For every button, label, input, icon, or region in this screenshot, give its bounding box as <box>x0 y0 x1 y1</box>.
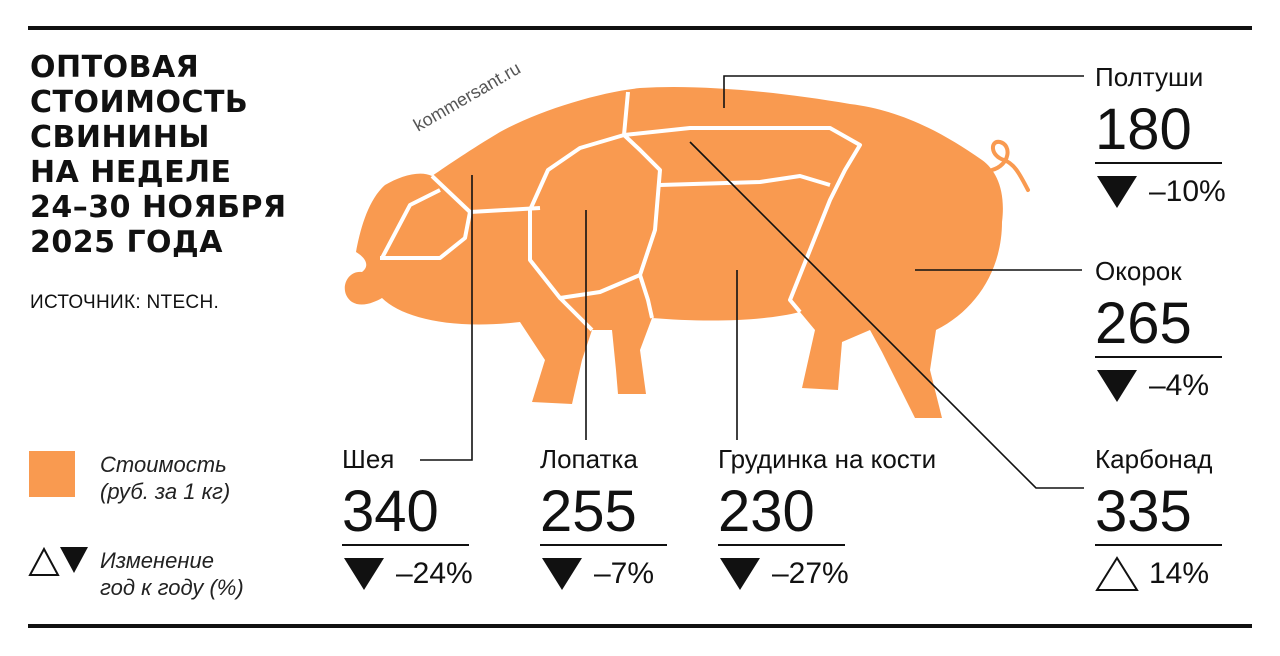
cut-change-value: –10% <box>1149 175 1226 208</box>
source-note: ИСТОЧНИК: NTECH. <box>30 292 220 313</box>
cut-lopatka: Лопатка 255 –7% <box>540 444 667 594</box>
leader-poltushi <box>723 75 1084 108</box>
page-title: ОПТОВАЯ СТОИМОСТЬ СВИНИНЫ НА НЕДЕЛЕ 24–3… <box>30 50 287 260</box>
cut-sheya: Шея 340 –24% <box>342 444 473 594</box>
cut-change-value: 14% <box>1149 557 1210 590</box>
title-line: 2025 ГОДА <box>30 225 223 260</box>
top-rule <box>28 26 1252 30</box>
cut-name: Грудинка на кости <box>718 444 937 474</box>
legend-line: Изменение <box>100 548 214 573</box>
pig-silhouette <box>344 86 1030 419</box>
cut-change: –27% <box>718 554 936 594</box>
triangle-down-icon <box>344 558 384 590</box>
cut-change-value: –7% <box>594 557 655 590</box>
title-line: СВИНИНЫ <box>30 120 210 155</box>
cut-price: 255 <box>540 482 667 546</box>
cut-change: 14% <box>1095 554 1222 594</box>
triangle-down-icon <box>1097 176 1137 208</box>
cut-price: 180 <box>1095 100 1222 164</box>
change-legend-label: Изменение год к году (%) <box>100 547 244 601</box>
cut-name: Окорок <box>1095 256 1182 286</box>
title-line: НА НЕДЕЛЕ <box>30 155 232 190</box>
cut-karbonad: Карбонад 335 14% <box>1095 444 1222 594</box>
cut-name: Карбонад <box>1095 444 1213 474</box>
cut-change-value: –4% <box>1149 369 1210 402</box>
leader-karbonad <box>689 141 1084 489</box>
title-line: 24–30 НОЯБРЯ <box>30 190 287 225</box>
title-line: ОПТОВАЯ <box>30 50 200 85</box>
cut-name: Полтуши <box>1095 62 1204 92</box>
cut-poltushi: Полтуши 180 –10% <box>1095 62 1226 212</box>
cut-change: –4% <box>1095 366 1222 406</box>
leader-sheya <box>420 175 473 461</box>
cut-name: Шея <box>342 444 395 474</box>
triangle-up-icon <box>1095 556 1139 591</box>
cut-change: –7% <box>540 554 667 594</box>
legend-line: Стоимость <box>100 452 227 477</box>
legend-line: год к году (%) <box>100 575 244 600</box>
triangle-down-icon <box>1097 370 1137 402</box>
cut-price: 230 <box>718 482 845 546</box>
cut-price: 265 <box>1095 294 1222 358</box>
cut-change-value: –24% <box>396 557 473 590</box>
cut-price: 335 <box>1095 482 1222 546</box>
cut-name: Лопатка <box>540 444 638 474</box>
triangle-down-icon <box>542 558 582 590</box>
cut-change: –24% <box>342 554 473 594</box>
price-legend-swatch <box>29 451 75 497</box>
leader-lines <box>420 75 1084 489</box>
title-line: СТОИМОСТЬ <box>30 85 249 120</box>
legend-line: (руб. за 1 кг) <box>100 479 231 504</box>
cut-change-value: –27% <box>772 557 849 590</box>
cut-price: 340 <box>342 482 469 546</box>
change-legend-triangles-icon <box>28 546 88 576</box>
cut-okorok: Окорок 265 –4% <box>1095 256 1222 406</box>
cut-grudinka: Грудинка на кости 230 –27% <box>718 444 936 594</box>
price-legend-label: Стоимость (руб. за 1 кг) <box>100 451 230 505</box>
bottom-rule <box>28 624 1252 628</box>
triangle-down-icon <box>720 558 760 590</box>
cut-change: –10% <box>1095 172 1226 212</box>
